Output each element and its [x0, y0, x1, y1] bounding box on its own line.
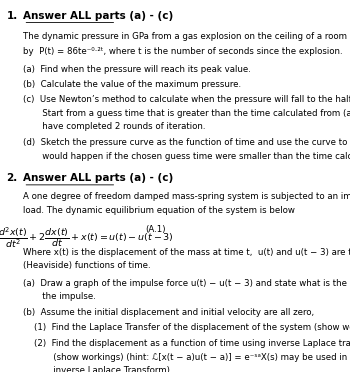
Text: would happen if the chosen guess time were smaller than the time calculated from: would happen if the chosen guess time we…: [23, 152, 350, 161]
Text: (c)  Use Newton’s method to calculate when the pressure will fall to the half of: (c) Use Newton’s method to calculate whe…: [23, 95, 350, 104]
Text: 1.: 1.: [6, 11, 18, 21]
Text: (b)  Calculate the value of the maximum pressure.: (b) Calculate the value of the maximum p…: [23, 80, 242, 89]
Text: by  P(t) = 86te⁻⁰·²ᵗ, where t is the number of seconds since the explosion.: by P(t) = 86te⁻⁰·²ᵗ, where t is the numb…: [23, 47, 343, 56]
Text: (1)  Find the Laplace Transfer of the displacement of the system (show workings): (1) Find the Laplace Transfer of the dis…: [23, 323, 350, 332]
Text: load. The dynamic equilibrium equation of the system is below: load. The dynamic equilibrium equation o…: [23, 206, 295, 215]
Text: inverse Laplace Transform): inverse Laplace Transform): [23, 366, 170, 372]
Text: The dynamic pressure in GPa from a gas explosion on the ceiling of a room can be: The dynamic pressure in GPa from a gas e…: [23, 32, 350, 41]
Text: (a)  Find when the pressure will reach its peak value.: (a) Find when the pressure will reach it…: [23, 65, 251, 74]
Text: $\dfrac{d^2x(t)}{dt^2}+2\dfrac{dx(t)}{dt}+x(t)=u(t)-u(t-3)$: $\dfrac{d^2x(t)}{dt^2}+2\dfrac{dx(t)}{dt…: [0, 225, 174, 250]
Text: Answer ALL parts (a) - (c): Answer ALL parts (a) - (c): [23, 173, 174, 183]
Text: A one degree of freedom damped mass-spring system is subjected to an impulse: A one degree of freedom damped mass-spri…: [23, 192, 350, 201]
Text: the impulse.: the impulse.: [23, 292, 96, 301]
Text: (a)  Draw a graph of the impulse force u(t) − u(t − 3) and state what is the dur: (a) Draw a graph of the impulse force u(…: [23, 279, 350, 288]
Text: (A.1): (A.1): [145, 225, 166, 234]
Text: (show workings) (hint: ℒ[x(t − a)u(t − a)] = e⁻ˢᵃX(s) may be used in the: (show workings) (hint: ℒ[x(t − a)u(t − a…: [23, 353, 350, 362]
Text: have completed 2 rounds of iteration.: have completed 2 rounds of iteration.: [23, 122, 206, 131]
Text: (b)  Assume the initial displacement and initial velocity are all zero,: (b) Assume the initial displacement and …: [23, 308, 315, 317]
Text: (2)  Find the displacement as a function of time using inverse Laplace transform: (2) Find the displacement as a function …: [23, 339, 350, 348]
Text: Where x(t) is the displacement of the mass at time t,  u(t) and u(t − 3) are two: Where x(t) is the displacement of the ma…: [23, 248, 350, 257]
Text: Answer ALL parts (a) - (c): Answer ALL parts (a) - (c): [23, 11, 174, 21]
Text: 2.: 2.: [6, 173, 18, 183]
Text: (Heaviside) functions of time.: (Heaviside) functions of time.: [23, 262, 151, 270]
Text: Start from a guess time that is greater than the time calculated from (a) and st: Start from a guess time that is greater …: [23, 109, 350, 118]
Text: (d)  Sketch the pressure curve as the function of time and use the curve to expl: (d) Sketch the pressure curve as the fun…: [23, 138, 350, 147]
